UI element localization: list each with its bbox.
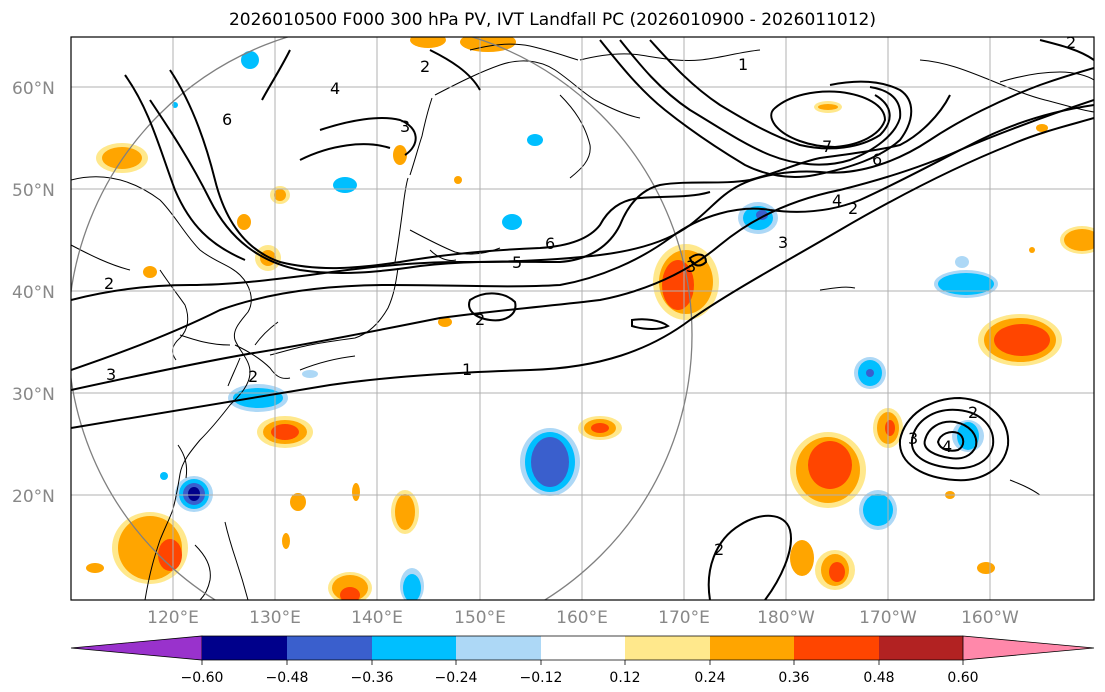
colorbar-tick-label: 0.48 — [863, 670, 894, 686]
contour-label: 6 — [222, 110, 232, 129]
contour-labels: 1 1 2 2 2 2 2 2 2 2 3 3 3 3 3 4 4 4 5 6 … — [104, 33, 1076, 559]
contour-label: 2 — [848, 199, 858, 218]
contour-label: 4 — [832, 191, 842, 210]
colorbar-tick-label: 0.24 — [694, 670, 725, 686]
contour-label: 6 — [872, 150, 882, 169]
contour-label: 3 — [400, 117, 410, 136]
colorbar-cell-7 — [710, 636, 794, 660]
colorbar-tick-label: 0.36 — [778, 670, 809, 686]
coastlines — [71, 43, 1094, 600]
colorbar-cell-9 — [879, 636, 963, 660]
colorbar-cell-8 — [794, 636, 879, 660]
contour-label: 4 — [330, 79, 340, 98]
contour-label: 1 — [462, 360, 472, 379]
lat-label-50n: 50°N — [12, 181, 55, 201]
map-area: 1 1 2 2 2 2 2 2 2 2 3 3 3 3 3 4 4 4 5 6 … — [71, 33, 1094, 600]
contour-label: 7 — [822, 137, 832, 156]
colorbar-tick-label: −0.48 — [266, 670, 309, 686]
contour-label: 2 — [968, 403, 978, 422]
map-frame — [70, 36, 1095, 601]
colorbar-cell-1 — [202, 636, 287, 660]
lon-label-150e: 150°E — [454, 608, 506, 628]
colorbar-cell-3 — [372, 636, 456, 660]
contour-label: 1 — [738, 55, 748, 74]
colorbar: −0.60 −0.48 −0.36 −0.24 −0.12 0.12 0.24 … — [70, 635, 1095, 686]
colorbar-tick-label: −0.36 — [351, 670, 394, 686]
lon-label-170e: 170°E — [658, 608, 710, 628]
colorbar-cell-0 — [70, 635, 203, 661]
lon-label-160w: 160°W — [961, 608, 1019, 628]
contour-label: 2 — [714, 540, 724, 559]
latitude-labels: 60°N 50°N 40°N 30°N 20°N — [12, 79, 55, 507]
contour-label: 2 — [104, 274, 114, 293]
lat-label-20n: 20°N — [12, 487, 55, 507]
contour-label: 3 — [908, 429, 918, 448]
colorbar-cell-10 — [962, 635, 1095, 661]
colorbar-cell-2 — [287, 636, 372, 660]
contour-label: 2 — [475, 310, 485, 329]
colorbar-cell-5 — [541, 636, 625, 660]
lon-label-170w: 170°W — [859, 608, 917, 628]
colorbar-tick-label: 0.12 — [609, 670, 640, 686]
colorbar-cell-6 — [625, 636, 710, 660]
colorbar-cell-4 — [456, 636, 541, 660]
lon-label-160e: 160°E — [556, 608, 608, 628]
pv-contours — [71, 39, 1094, 600]
contour-label: 3 — [778, 233, 788, 252]
lon-label-120e: 120°E — [147, 608, 199, 628]
contour-label: 6 — [545, 234, 555, 253]
pv-anomaly-shading — [86, 37, 1094, 600]
longitude-labels: 120°E 130°E 140°E 150°E 160°E 170°E 180°… — [147, 608, 1019, 628]
contour-label: 3 — [686, 257, 696, 276]
lat-label-30n: 30°N — [12, 385, 55, 405]
colorbar-tick-label: 0.60 — [947, 670, 978, 686]
contour-label: 2 — [420, 57, 430, 76]
lat-label-40n: 40°N — [12, 283, 55, 303]
contour-label: 2 — [1066, 33, 1076, 52]
contour-label: 2 — [248, 367, 258, 386]
graticule — [71, 37, 1094, 600]
colorbar-tick-label: −0.24 — [435, 670, 478, 686]
colorbar-tick-label: −0.12 — [520, 670, 563, 686]
colorbar-tick-label: −0.60 — [181, 670, 224, 686]
lon-label-140e: 140°E — [351, 608, 403, 628]
lon-label-180w: 180°W — [757, 608, 815, 628]
contour-label: 4 — [942, 437, 952, 456]
contour-label: 5 — [512, 253, 522, 272]
lat-label-60n: 60°N — [12, 79, 55, 99]
map-title: 2026010500 F000 300 hPa PV, IVT Landfall… — [228, 10, 876, 30]
lon-label-130e: 130°E — [249, 608, 301, 628]
contour-label: 3 — [106, 365, 116, 384]
landfall-region-circle — [71, 37, 693, 600]
